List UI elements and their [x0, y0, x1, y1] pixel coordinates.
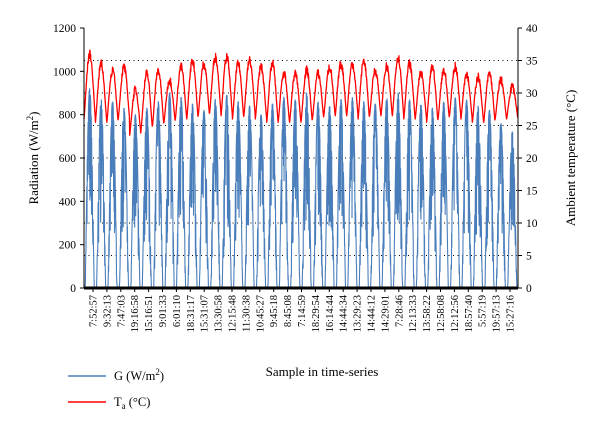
x-tick-label: 14:44:34 [339, 294, 350, 332]
x-tick-label: 12:12:56 [450, 295, 461, 332]
y-left-tick-label: 400 [59, 196, 77, 208]
x-tick-label: 5:57:19 [478, 295, 489, 327]
x-tick-label: 19:16:58 [130, 295, 141, 332]
x-tick-label: 10:45:27 [255, 295, 266, 332]
x-tick-label: 9:01:33 [158, 295, 169, 327]
x-tick-label: 11:30:38 [241, 295, 252, 332]
x-tick-label: 7:14:59 [297, 295, 308, 327]
y-left-tick-label: 800 [59, 110, 77, 122]
y-right-tick-label: 20 [526, 153, 538, 165]
x-tick-label: 15:31:07 [200, 295, 211, 332]
x-tick-label: 7:52:57 [89, 295, 100, 327]
series-ta [83, 49, 519, 136]
x-tick-label: 9:45:18 [269, 295, 280, 327]
x-tick-label: 14:44:12 [367, 295, 378, 332]
x-axis-title: Sample in time-series [266, 364, 379, 379]
x-tick-label: 13:58:22 [422, 295, 433, 332]
x-tick-label: 13:30:58 [214, 295, 225, 332]
legend: G (W/m2) Ta (°C) [68, 367, 164, 411]
right-axis-ticks: 0 5 10 15 20 25 30 35 40 [518, 23, 538, 295]
y-right-tick-label: 15 [526, 186, 538, 198]
x-tick-label: 18:29:54 [311, 294, 322, 332]
y-left-tick-label: 200 [59, 240, 77, 252]
x-tick-label: 9:32:13 [102, 295, 113, 327]
x-tick-label: 7:47:03 [116, 295, 127, 327]
y-right-tick-label: 30 [526, 88, 538, 100]
y-left-tick-label: 1000 [53, 66, 76, 78]
x-tick-label: 6:01:10 [172, 295, 183, 327]
x-tick-label: 15:16:51 [144, 295, 155, 332]
x-tick-label: 7:28:46 [394, 295, 405, 327]
y-right-tick-label: 35 [526, 56, 538, 68]
y-left-tick-label: 1200 [53, 23, 76, 35]
x-tick-label: 16:14:44 [325, 294, 336, 332]
x-axis-ticks: 7:52:57 9:32:13 7:47:03 19:16:58 15:16:51 9:0… [89, 288, 517, 332]
x-tick-label: 12:58:08 [436, 295, 447, 332]
left-axis-ticks: 0 200 400 600 800 1000 1200 [53, 23, 84, 295]
legend-label-ta: Ta (°C) [114, 395, 150, 411]
y-right-tick-label: 10 [526, 218, 538, 230]
y-left-tick-label: 0 [70, 283, 76, 295]
x-tick-label: 19:57:13 [492, 295, 503, 332]
y-right-tick-label: 40 [526, 23, 538, 35]
x-tick-label: 13:29:23 [353, 295, 364, 332]
x-tick-label: 12:15:48 [228, 295, 239, 332]
y-left-tick-label: 600 [59, 153, 77, 165]
y-right-tick-label: 5 [526, 251, 532, 263]
series-ta-line [83, 49, 519, 136]
x-tick-label: 14:29:01 [380, 295, 391, 332]
y-right-title: Ambient temperature (°C) [563, 90, 578, 227]
y-right-tick-label: 0 [526, 283, 532, 295]
y-left-title: Radiation (W/m2) [25, 112, 41, 205]
y-right-tick-label: 25 [526, 121, 538, 133]
x-tick-label: 18:57:40 [464, 295, 475, 332]
x-tick-label: 18:31:17 [186, 295, 197, 332]
x-tick-label: 15:27:16 [506, 295, 517, 332]
x-tick-label: 8:45:08 [283, 295, 294, 327]
x-tick-label: 12:13:33 [408, 295, 419, 332]
legend-label-g: G (W/m2) [114, 367, 164, 383]
